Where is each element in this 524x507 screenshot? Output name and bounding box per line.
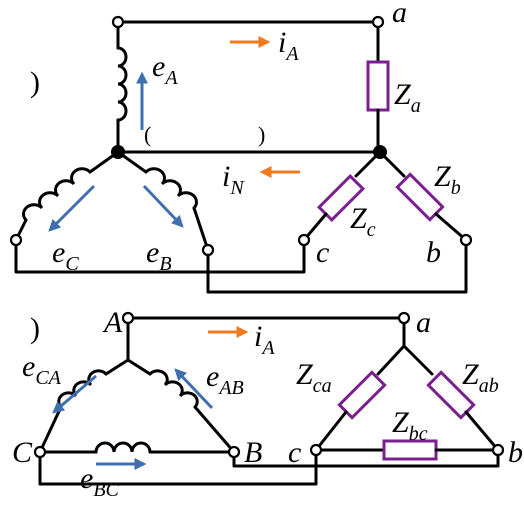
emf-arrow-eAB	[174, 368, 214, 410]
label-eC: eC	[52, 236, 79, 275]
label-Zb: Zb	[434, 160, 461, 199]
node-label-A: A	[102, 306, 123, 339]
label-eB: eB	[146, 236, 172, 275]
label-Zab: Zab	[462, 358, 499, 397]
close-mark: )	[258, 122, 265, 147]
label-eCA: eCA	[22, 350, 62, 389]
label-Zca: Zca	[296, 358, 332, 397]
node-label-C: C	[12, 436, 33, 469]
label-iN: iN	[222, 160, 245, 199]
part-marker-paren: )	[30, 312, 40, 345]
line-B-wire	[232, 448, 500, 468]
terminal-load-a	[397, 311, 411, 325]
node-label-B: B	[244, 436, 262, 469]
label-eBC: eBC	[80, 462, 120, 501]
terminal-source-B	[201, 243, 215, 257]
label-iA: iA	[278, 26, 299, 65]
source-coil-A	[116, 46, 128, 122]
part-marker-paren: )	[30, 66, 40, 99]
impedance-Za	[366, 60, 390, 112]
source-coil-BC	[94, 441, 152, 454]
terminal-load-b	[491, 443, 505, 457]
open-mark: (	[144, 122, 151, 147]
label-iA: iA	[254, 320, 275, 359]
terminal-load-c	[297, 233, 311, 247]
wye-circuit: ) ( ) a c b iA iN eA eC eB Za Zb Zc	[9, 0, 473, 294]
label-Zbc: Zbc	[392, 406, 428, 445]
terminal-source-A	[121, 311, 135, 325]
source-coil-CA	[57, 369, 108, 409]
node-label-c: c	[288, 436, 301, 469]
node-label-b: b	[508, 436, 523, 469]
source-coil-B	[144, 167, 198, 210]
line-C-wire	[14, 238, 306, 274]
emf-arrow-eB	[142, 184, 184, 228]
terminal-load-b	[459, 233, 473, 247]
terminal-source-B	[227, 445, 241, 459]
emf-arrow-eC	[48, 184, 96, 232]
load-neutral-node	[373, 145, 387, 159]
terminal-load-a	[371, 15, 385, 29]
node-label-b: b	[426, 236, 441, 269]
node-label-a: a	[392, 0, 407, 29]
terminal-load-c	[309, 443, 323, 457]
node-label-c: c	[316, 236, 329, 269]
delta-circuit: ) A a C B c b iA eCA eAB eBC Zca Zab Zbc	[12, 306, 523, 501]
node-label-a: a	[416, 306, 431, 339]
source-neutral-node	[111, 145, 125, 159]
line-B-wire	[206, 238, 468, 294]
source-coil-C	[22, 167, 92, 222]
label-eA: eA	[152, 50, 178, 89]
label-Zc: Zc	[350, 202, 376, 241]
emf-arrow-eCA	[52, 374, 97, 414]
terminal-source-C	[33, 445, 47, 459]
terminal-source-C	[9, 233, 23, 247]
terminal-source-A	[111, 15, 125, 29]
label-Za: Za	[394, 78, 421, 117]
label-eAB: eAB	[206, 360, 244, 399]
source-coil-AB	[148, 369, 199, 409]
